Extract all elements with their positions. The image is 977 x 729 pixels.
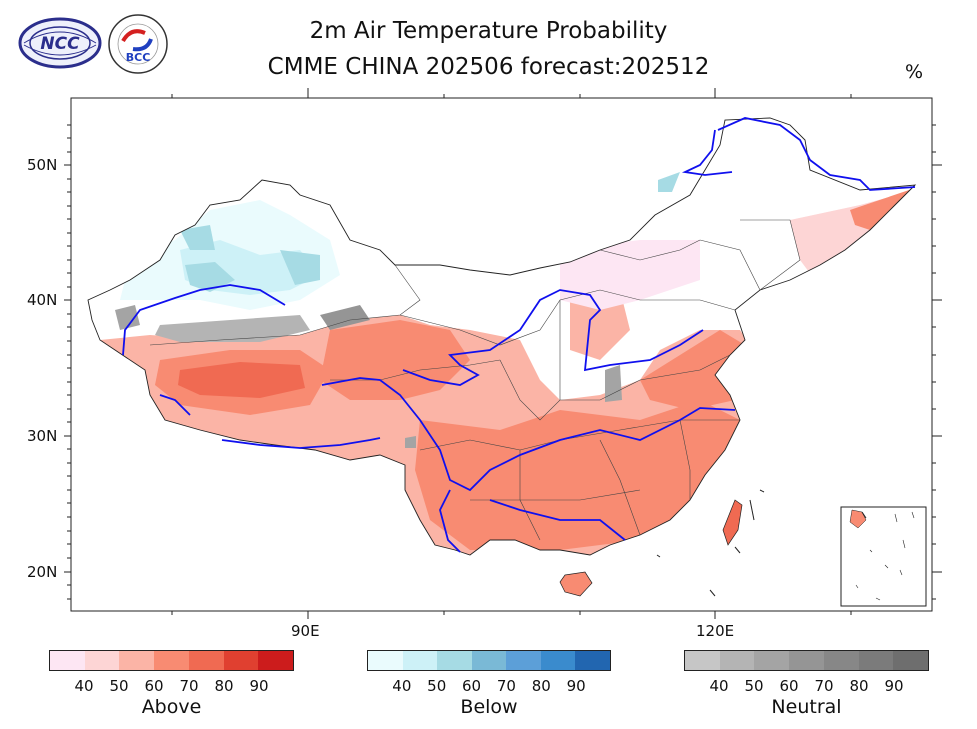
bcc-logo-icon: BCC: [108, 14, 168, 74]
colorbar-swatch: [540, 651, 576, 670]
colorbar-tick-label: 50: [744, 677, 764, 695]
colorbar-swatch: [50, 651, 85, 670]
below-label: Below: [460, 696, 518, 718]
colorbar-tick-label: 90: [884, 677, 904, 695]
colorbar-swatch: [84, 651, 120, 670]
above-colorbar: [49, 650, 294, 671]
lat-label-40n: 40N: [27, 291, 58, 309]
colorbar-swatch: [719, 651, 755, 670]
colorbar-tick-label: 80: [214, 677, 234, 695]
ncc-logo-text: NCC: [40, 34, 80, 54]
below-colorbar: [367, 650, 611, 671]
bcc-logo-text: BCC: [126, 51, 151, 64]
colorbar-swatch: [154, 651, 189, 670]
colorbar-tick-label: 90: [566, 677, 586, 695]
colorbar-swatch: [223, 651, 259, 670]
chart-title: 2m Air Temperature Probability: [309, 18, 668, 44]
colorbar-tick-label: 70: [814, 677, 834, 695]
colorbar-tick-label: 90: [249, 677, 269, 695]
colorbar-swatch: [402, 651, 438, 670]
colorbar-tick-label: 40: [709, 677, 729, 695]
neutral-label: Neutral: [771, 696, 842, 718]
lat-label-50n: 50N: [27, 156, 58, 174]
colorbar-swatch: [119, 651, 155, 670]
unit-label: %: [905, 61, 924, 83]
colorbar-tick-label: 50: [109, 677, 129, 695]
colorbar-swatch: [437, 651, 472, 670]
colorbar-tick-label: 80: [531, 677, 551, 695]
lon-label-90e: 90E: [291, 622, 320, 640]
colorbar-swatch: [754, 651, 790, 670]
colorbar-tick-label: 70: [496, 677, 516, 695]
colorbar-tick-label: 80: [849, 677, 869, 695]
colorbar-swatch: [789, 651, 824, 670]
colorbar-tick-label: 60: [144, 677, 164, 695]
colorbar-tick-label: 40: [74, 677, 94, 695]
colorbar-swatch: [506, 651, 541, 670]
lon-label-120e: 120E: [696, 622, 735, 640]
colorbar-swatch: [471, 651, 507, 670]
colorbar-swatch: [575, 651, 611, 670]
colorbar-tick-label: 50: [427, 677, 447, 695]
colorbar-swatch: [188, 651, 224, 670]
colorbar-swatch: [685, 651, 720, 670]
colorbar-tick-label: 60: [779, 677, 799, 695]
colorbar-swatch: [258, 651, 294, 670]
colorbar-swatch: [858, 651, 894, 670]
colorbar-swatch: [823, 651, 859, 670]
colorbar-swatch: [368, 651, 403, 670]
colorbar-tick-label: 60: [462, 677, 482, 695]
ncc-logo-icon: NCC: [18, 17, 102, 69]
colorbar-tick-label: 70: [179, 677, 199, 695]
colorbar-tick-label: 40: [392, 677, 412, 695]
lat-label-30n: 30N: [27, 427, 58, 445]
lat-label-20n: 20N: [27, 563, 58, 581]
colorbar-swatch: [893, 651, 929, 670]
neutral-colorbar: [684, 650, 929, 671]
chart-subtitle: CMME CHINA 202506 forecast:202512: [267, 54, 710, 80]
above-label: Above: [141, 696, 202, 718]
